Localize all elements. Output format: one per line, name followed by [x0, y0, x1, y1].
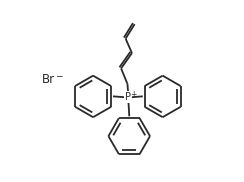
Text: P: P: [125, 92, 131, 102]
Text: Br: Br: [42, 73, 55, 86]
Text: +: +: [130, 90, 137, 99]
Text: −: −: [55, 72, 62, 80]
